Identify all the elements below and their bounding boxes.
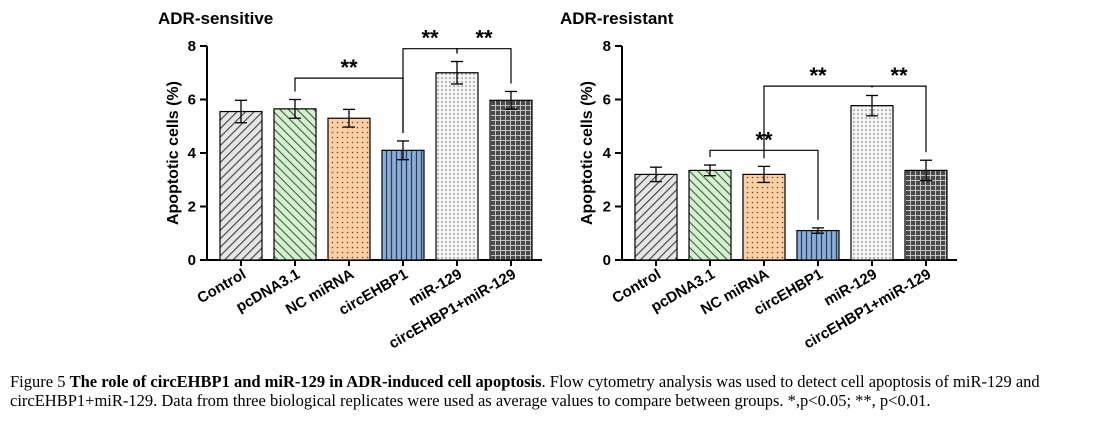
y-tick-label: 8 [188,38,196,55]
y-tick-label: 0 [188,252,196,269]
bar-pcdna3-1 [273,108,317,261]
bar-circehbp1-mir-129 [904,169,948,261]
chart-title-adr-sensitive: ADR-sensitive [158,9,273,28]
bar-circehbp1 [796,229,840,261]
significance-label: ** [475,26,493,51]
y-tick-label: 4 [603,145,612,162]
significance-label: ** [890,63,908,88]
bar-control [219,110,263,261]
bar-nc-mirna [742,173,786,261]
bar-circehbp1-mir-129 [489,99,533,261]
bar-circehbp1 [381,149,425,261]
y-axis-title: Apoptotic cells (%) [165,81,182,225]
bar-pcdna3-1 [688,169,732,261]
significance-label: ** [421,26,439,51]
y-tick-label: 0 [603,252,611,269]
y-axis-title: Apoptotic cells (%) [579,81,596,225]
significance-bracket [871,85,927,153]
bar-mir-129 [435,72,479,261]
bar-control [634,173,678,261]
caption-bold-title: The role of circEHBP1 and miR-129 in ADR… [69,372,542,391]
bar-mir-129 [850,105,894,261]
y-tick-label: 6 [603,92,611,109]
bar-nc-mirna [327,117,371,261]
y-tick-label: 2 [603,199,611,216]
y-tick-label: 2 [188,199,196,216]
chart-title-adr-resistant: ADR-resistant [560,9,674,28]
y-tick-label: 6 [188,92,196,109]
significance-label: ** [340,55,358,80]
significance-bracket [456,48,512,84]
y-tick-label: 4 [188,145,197,162]
caption-prefix: Figure 5 [10,372,70,391]
figure-caption: Figure 5 The role of circEHBP1 and miR-1… [10,372,1114,410]
caption-body: . Flow cytometry analysis was used to de… [10,372,1040,410]
y-tick-label: 8 [603,38,611,55]
significance-label: ** [809,63,827,88]
